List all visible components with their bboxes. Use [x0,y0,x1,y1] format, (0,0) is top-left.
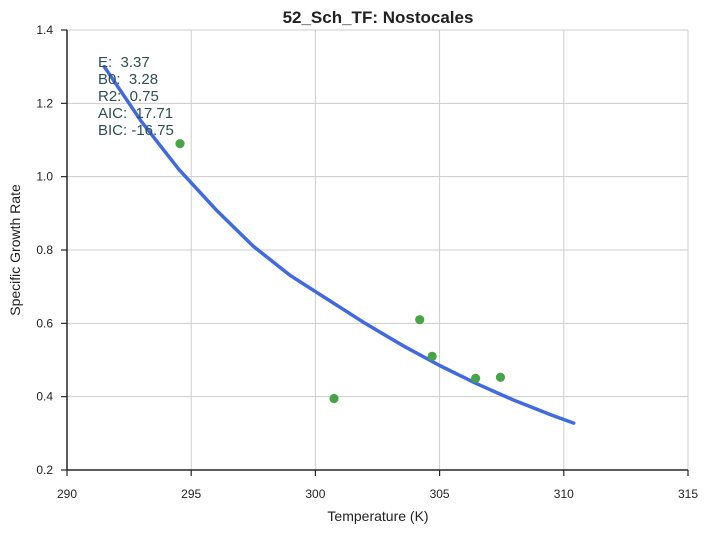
y-tick-label: 1.2 [36,96,53,110]
fit-curve [102,64,576,425]
y-tick-label: 1.0 [36,170,53,184]
y-axis-label: Specific Growth Rate [7,184,23,316]
y-tick-label: 0.6 [36,316,53,330]
x-tick-label: 300 [305,487,325,501]
y-tick-label: 0.4 [36,390,53,404]
y-tick-label: 1.4 [36,23,53,37]
x-tick-label: 315 [678,487,698,501]
data-point [175,139,185,149]
x-tick-label: 310 [554,487,574,501]
data-point [427,351,437,361]
data-point [329,393,339,404]
data-point [495,372,506,382]
x-tick-label: 305 [430,487,450,501]
stat-annotation: E: 3.37 [98,54,150,71]
y-axis-ticks: 0.2 0.4 0.6 0.8 1.0 1.2 1.4 [36,23,67,477]
data-point [471,373,481,383]
x-axis-label: Temperature (K) [327,508,428,524]
x-tick-label: 290 [57,487,77,501]
stat-annotation: R2: 0.75 [98,88,159,105]
data-point [415,315,425,325]
stat-annotation: B0: 3.28 [98,71,158,88]
grid-lines [67,29,689,470]
y-tick-label: 0.8 [36,243,53,257]
x-axis-ticks: 290 295 300 305 310 315 [57,470,698,501]
x-tick-label: 295 [181,487,201,501]
y-tick-label: 0.2 [36,463,53,477]
stat-annotation: BIC: -16.75 [98,122,174,139]
data-points [175,139,506,404]
chart-title: 52_Sch_TF: Nostocales [283,8,474,27]
stat-annotation: AIC: 17.71 [98,105,173,122]
